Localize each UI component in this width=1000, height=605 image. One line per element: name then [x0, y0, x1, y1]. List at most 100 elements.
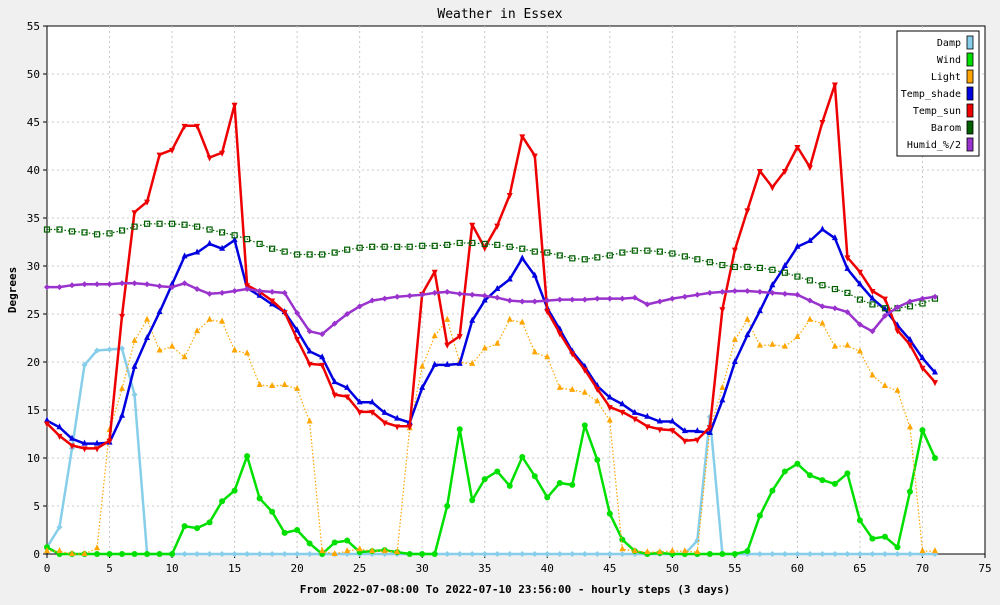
- data-point-damp: [306, 551, 313, 557]
- legend-swatch-light: [966, 69, 974, 84]
- data-point-temp-shade: [131, 362, 138, 369]
- data-point-temp-sun: [106, 438, 113, 445]
- legend-label-temp-sun: Temp_sun: [913, 106, 961, 117]
- data-point-wind: [119, 551, 126, 557]
- data-point-humid-2: [844, 309, 851, 316]
- data-point-humid-2: [119, 280, 126, 287]
- data-point-temp-sun: [131, 210, 138, 217]
- data-point-barom: [406, 243, 413, 250]
- data-point-light: [556, 383, 563, 390]
- data-point-temp-shade: [119, 411, 126, 418]
- data-point-light: [419, 362, 426, 369]
- data-point-light: [156, 346, 163, 353]
- data-point-damp: [544, 551, 551, 557]
- data-point-wind: [581, 422, 588, 429]
- data-point-barom: [244, 236, 251, 243]
- data-point-humid-2: [169, 284, 176, 291]
- data-point-barom: [644, 247, 651, 254]
- data-point-light: [569, 385, 576, 392]
- data-point-light: [719, 383, 726, 390]
- data-point-damp: [756, 551, 763, 557]
- data-point-light: [869, 371, 876, 378]
- data-point-damp: [219, 551, 226, 557]
- data-point-temp-sun: [681, 438, 688, 445]
- data-point-wind: [131, 551, 138, 557]
- data-point-barom: [844, 289, 851, 296]
- data-point-temp-shade: [144, 334, 151, 340]
- data-point-humid-2: [606, 295, 613, 302]
- data-point-light: [744, 315, 751, 322]
- data-point-humid-2: [131, 280, 138, 287]
- data-point-wind: [256, 495, 263, 502]
- x-tick-label: 5: [106, 562, 113, 575]
- data-point-wind: [756, 512, 763, 519]
- data-point-temp-shade: [294, 326, 301, 333]
- legend-swatch-wind: [966, 52, 974, 67]
- data-point-wind: [156, 551, 163, 557]
- data-point-temp-sun: [894, 328, 901, 335]
- data-point-barom: [331, 249, 338, 256]
- data-point-damp: [494, 551, 501, 557]
- data-point-temp-sun: [694, 437, 701, 444]
- data-point-temp-sun: [819, 120, 826, 126]
- data-point-light: [369, 547, 376, 554]
- x-tick-label: 40: [541, 562, 554, 575]
- x-tick-label: 25: [353, 562, 366, 575]
- data-point-humid-2: [619, 295, 626, 302]
- data-point-temp-shade: [331, 378, 338, 385]
- data-point-damp: [556, 551, 563, 557]
- data-point-barom: [794, 273, 801, 280]
- data-point-barom: [156, 220, 163, 227]
- data-point-damp: [856, 551, 863, 557]
- data-point-humid-2: [244, 286, 251, 293]
- data-point-temp-shade: [744, 331, 751, 338]
- x-tick-label: 75: [978, 562, 991, 575]
- data-point-light: [894, 386, 901, 393]
- data-point-light: [606, 416, 613, 423]
- data-point-temp-shade: [469, 316, 476, 323]
- y-tick-label: 10: [27, 452, 40, 465]
- data-point-barom: [556, 252, 563, 259]
- data-point-wind: [406, 551, 413, 557]
- data-point-light: [331, 550, 338, 556]
- data-point-damp: [106, 346, 113, 353]
- data-point-wind: [569, 481, 576, 488]
- data-point-wind: [344, 537, 351, 544]
- data-point-temp-shade: [431, 360, 438, 367]
- data-point-light: [469, 359, 476, 366]
- x-tick-label: 45: [603, 562, 616, 575]
- data-point-humid-2: [331, 320, 338, 327]
- data-point-humid-2: [94, 281, 101, 288]
- data-point-light: [206, 315, 213, 322]
- data-point-barom: [706, 259, 713, 266]
- data-point-wind: [294, 527, 301, 533]
- data-point-temp-shade: [419, 383, 426, 390]
- data-point-light: [169, 342, 176, 349]
- data-point-humid-2: [319, 331, 326, 338]
- y-tick-label: 0: [33, 548, 40, 561]
- data-point-light: [381, 547, 388, 554]
- data-point-temp-sun: [269, 298, 276, 305]
- data-point-wind: [444, 503, 451, 509]
- data-point-humid-2: [469, 291, 476, 298]
- data-point-humid-2: [506, 297, 513, 304]
- data-point-temp-shade: [519, 254, 526, 261]
- data-point-humid-2: [531, 298, 538, 305]
- data-point-temp-sun: [181, 123, 188, 130]
- x-tick-label: 60: [791, 562, 804, 575]
- data-point-light: [644, 548, 651, 555]
- data-point-temp-sun: [906, 342, 913, 349]
- data-point-humid-2: [181, 280, 188, 287]
- data-point-wind: [456, 426, 463, 433]
- data-point-humid-2: [69, 282, 76, 289]
- x-tick-label: 10: [165, 562, 178, 575]
- data-point-damp: [794, 551, 801, 557]
- data-point-wind: [431, 551, 438, 557]
- data-point-light: [531, 348, 538, 355]
- data-point-barom: [181, 221, 188, 228]
- series-barom: [43, 220, 939, 312]
- data-point-temp-sun: [844, 255, 851, 262]
- data-point-temp-shade: [356, 398, 363, 405]
- data-point-light: [219, 317, 226, 324]
- data-point-light: [506, 315, 513, 322]
